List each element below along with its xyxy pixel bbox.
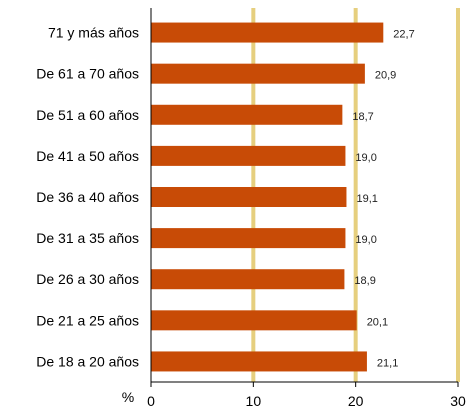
category-label: De 31 a 35 años bbox=[36, 230, 139, 246]
category-label: De 26 a 30 años bbox=[36, 271, 139, 287]
value-label: 19,0 bbox=[355, 152, 376, 164]
value-label: 21,1 bbox=[377, 357, 398, 369]
category-label: 71 y más años bbox=[48, 25, 139, 41]
bars bbox=[151, 22, 384, 372]
bar-4 bbox=[151, 145, 346, 166]
x-tick-label: 30 bbox=[450, 393, 466, 409]
value-label: 19,1 bbox=[356, 193, 377, 205]
labels: 71 y más años 22,7 De 61 a 70 años 20,9 De 5… bbox=[36, 25, 466, 409]
unit-label: % bbox=[122, 389, 134, 405]
x-tick-label: 0 bbox=[147, 393, 155, 409]
axes bbox=[150, 8, 459, 387]
bar-9 bbox=[151, 351, 367, 372]
value-label: 18,9 bbox=[354, 275, 375, 287]
category-label: De 18 a 20 años bbox=[36, 353, 139, 369]
category-label: De 51 a 60 años bbox=[36, 107, 139, 123]
bar-7 bbox=[151, 269, 345, 290]
x-tick-label: 20 bbox=[348, 393, 364, 409]
value-label: 18,7 bbox=[352, 111, 373, 123]
category-label: De 21 a 25 años bbox=[36, 312, 139, 328]
bar-5 bbox=[151, 187, 347, 207]
bar-3 bbox=[151, 104, 343, 125]
bar-6 bbox=[151, 228, 346, 249]
category-label: De 36 a 40 años bbox=[36, 189, 139, 205]
value-label: 20,9 bbox=[375, 70, 396, 82]
x-tick-label: 10 bbox=[246, 393, 262, 409]
bar-1 bbox=[151, 22, 384, 43]
bar-2 bbox=[151, 63, 365, 84]
category-label: De 61 a 70 años bbox=[36, 66, 139, 82]
category-label: De 41 a 50 años bbox=[36, 148, 139, 164]
value-label: 20,1 bbox=[367, 316, 388, 328]
value-label: 22,7 bbox=[393, 29, 414, 41]
value-label: 19,0 bbox=[355, 234, 376, 246]
bar-8 bbox=[151, 310, 357, 331]
